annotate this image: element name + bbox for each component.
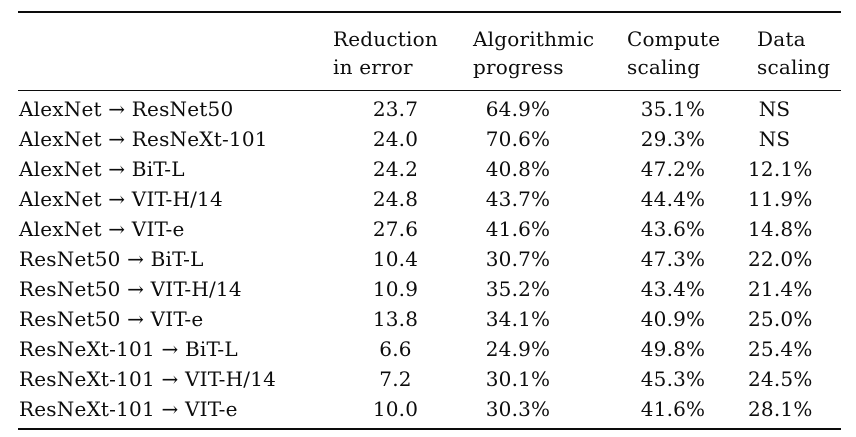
header-compute-scaling: Compute scaling	[608, 12, 748, 91]
row-label: ResNeXt-101 → VIT-H/14	[19, 367, 277, 391]
table-row: AlexNet → BiT-L 24.2 40.8% 47.2% 12.1%	[18, 154, 841, 184]
cell-data-scaling: 28.1%	[748, 397, 813, 421]
cell-data-scaling: 25.0%	[748, 307, 813, 331]
table-header: Reduction in error Algorithmic progress …	[18, 12, 841, 91]
row-label: AlexNet → VIT-H/14	[19, 187, 223, 211]
header-algorithmic-progress: Algorithmic progress	[458, 12, 608, 91]
cell-data-scaling: 21.4%	[748, 277, 813, 301]
table-row: ResNet50 → VIT-e 13.8 34.1% 40.9% 25.0%	[18, 304, 841, 334]
cell-algorithmic-progress: 70.6%	[485, 127, 551, 151]
cell-algorithmic-progress: 35.2%	[485, 277, 551, 301]
cell-compute-scaling: 41.6%	[640, 397, 706, 421]
table-row: ResNeXt-101 → VIT-e 10.0 30.3% 41.6% 28.…	[18, 394, 841, 429]
cell-data-scaling: 12.1%	[748, 157, 813, 181]
cell-reduction-in-error: 10.4	[372, 247, 419, 271]
cell-algorithmic-progress: 34.1%	[485, 307, 551, 331]
row-label: AlexNet → ResNeXt-101	[19, 127, 268, 151]
cell-data-scaling: 11.9%	[748, 187, 813, 211]
cell-algorithmic-progress: 30.7%	[485, 247, 551, 271]
cell-reduction-in-error: 24.2	[372, 157, 419, 181]
row-label: ResNeXt-101 → BiT-L	[19, 337, 238, 361]
table-row: ResNet50 → BiT-L 10.4 30.7% 47.3% 22.0%	[18, 244, 841, 274]
results-table-container: Reduction in error Algorithmic progress …	[18, 11, 841, 430]
cell-compute-scaling: 40.9%	[640, 307, 706, 331]
cell-compute-scaling: 44.4%	[640, 187, 706, 211]
cell-compute-scaling: 49.8%	[640, 337, 706, 361]
cell-algorithmic-progress: 64.9%	[485, 97, 551, 121]
row-label: AlexNet → BiT-L	[19, 157, 185, 181]
header-row: Reduction in error Algorithmic progress …	[18, 12, 841, 91]
header-line: in error	[333, 55, 413, 79]
header-line: scaling	[627, 55, 701, 79]
cell-reduction-in-error: 23.7	[372, 97, 419, 121]
table-row: AlexNet → VIT-H/14 24.8 43.7% 44.4% 11.9…	[18, 184, 841, 214]
cell-reduction-in-error: 6.6	[379, 337, 412, 361]
row-label: ResNet50 → VIT-e	[19, 307, 204, 331]
cell-algorithmic-progress: 24.9%	[485, 337, 551, 361]
cell-reduction-in-error: 24.8	[372, 187, 419, 211]
table-row: ResNet50 → VIT-H/14 10.9 35.2% 43.4% 21.…	[18, 274, 841, 304]
cell-compute-scaling: 29.3%	[640, 127, 706, 151]
table-row: AlexNet → VIT-e 27.6 41.6% 43.6% 14.8%	[18, 214, 841, 244]
cell-compute-scaling: 43.6%	[640, 217, 706, 241]
table-row: AlexNet → ResNet50 23.7 64.9% 35.1% NS	[18, 91, 841, 125]
header-row-label-column	[18, 12, 333, 91]
cell-data-scaling: 22.0%	[748, 247, 813, 271]
header-data-scaling: Data scaling	[748, 12, 841, 91]
cell-reduction-in-error: 10.0	[372, 397, 419, 421]
cell-algorithmic-progress: 30.3%	[485, 397, 551, 421]
cell-compute-scaling: 47.2%	[640, 157, 706, 181]
cell-data-scaling: 25.4%	[748, 337, 813, 361]
header-line: Data	[757, 27, 806, 51]
row-label: ResNet50 → BiT-L	[19, 247, 204, 271]
cell-reduction-in-error: 7.2	[379, 367, 412, 391]
table-row: AlexNet → ResNeXt-101 24.0 70.6% 29.3% N…	[18, 124, 841, 154]
row-label: ResNeXt-101 → VIT-e	[19, 397, 238, 421]
header-line: Algorithmic	[473, 27, 595, 51]
table-row: ResNeXt-101 → VIT-H/14 7.2 30.1% 45.3% 2…	[18, 364, 841, 394]
cell-data-scaling: 24.5%	[748, 367, 813, 391]
cell-data-scaling: 14.8%	[748, 217, 813, 241]
row-label: AlexNet → VIT-e	[19, 217, 185, 241]
cell-data-scaling: NS	[758, 127, 791, 151]
cell-reduction-in-error: 27.6	[372, 217, 419, 241]
cell-compute-scaling: 47.3%	[640, 247, 706, 271]
header-line: Compute	[627, 27, 721, 51]
header-reduction-in-error: Reduction in error	[333, 12, 458, 91]
cell-compute-scaling: 35.1%	[640, 97, 706, 121]
row-label: ResNet50 → VIT-H/14	[19, 277, 242, 301]
cell-algorithmic-progress: 43.7%	[485, 187, 551, 211]
header-line: scaling	[757, 55, 831, 79]
row-label: AlexNet → ResNet50	[19, 97, 234, 121]
header-line: Reduction	[333, 27, 438, 51]
cell-data-scaling: NS	[758, 97, 791, 121]
cell-reduction-in-error: 10.9	[372, 277, 419, 301]
cell-algorithmic-progress: 30.1%	[485, 367, 551, 391]
cell-compute-scaling: 43.4%	[640, 277, 706, 301]
cell-reduction-in-error: 24.0	[372, 127, 419, 151]
cell-algorithmic-progress: 40.8%	[485, 157, 551, 181]
table-body: AlexNet → ResNet50 23.7 64.9% 35.1% NS A…	[18, 91, 841, 430]
cell-reduction-in-error: 13.8	[372, 307, 419, 331]
table-row: ResNeXt-101 → BiT-L 6.6 24.9% 49.8% 25.4…	[18, 334, 841, 364]
cell-compute-scaling: 45.3%	[640, 367, 706, 391]
cell-algorithmic-progress: 41.6%	[485, 217, 551, 241]
results-table: Reduction in error Algorithmic progress …	[18, 11, 841, 430]
header-line: progress	[473, 55, 564, 79]
